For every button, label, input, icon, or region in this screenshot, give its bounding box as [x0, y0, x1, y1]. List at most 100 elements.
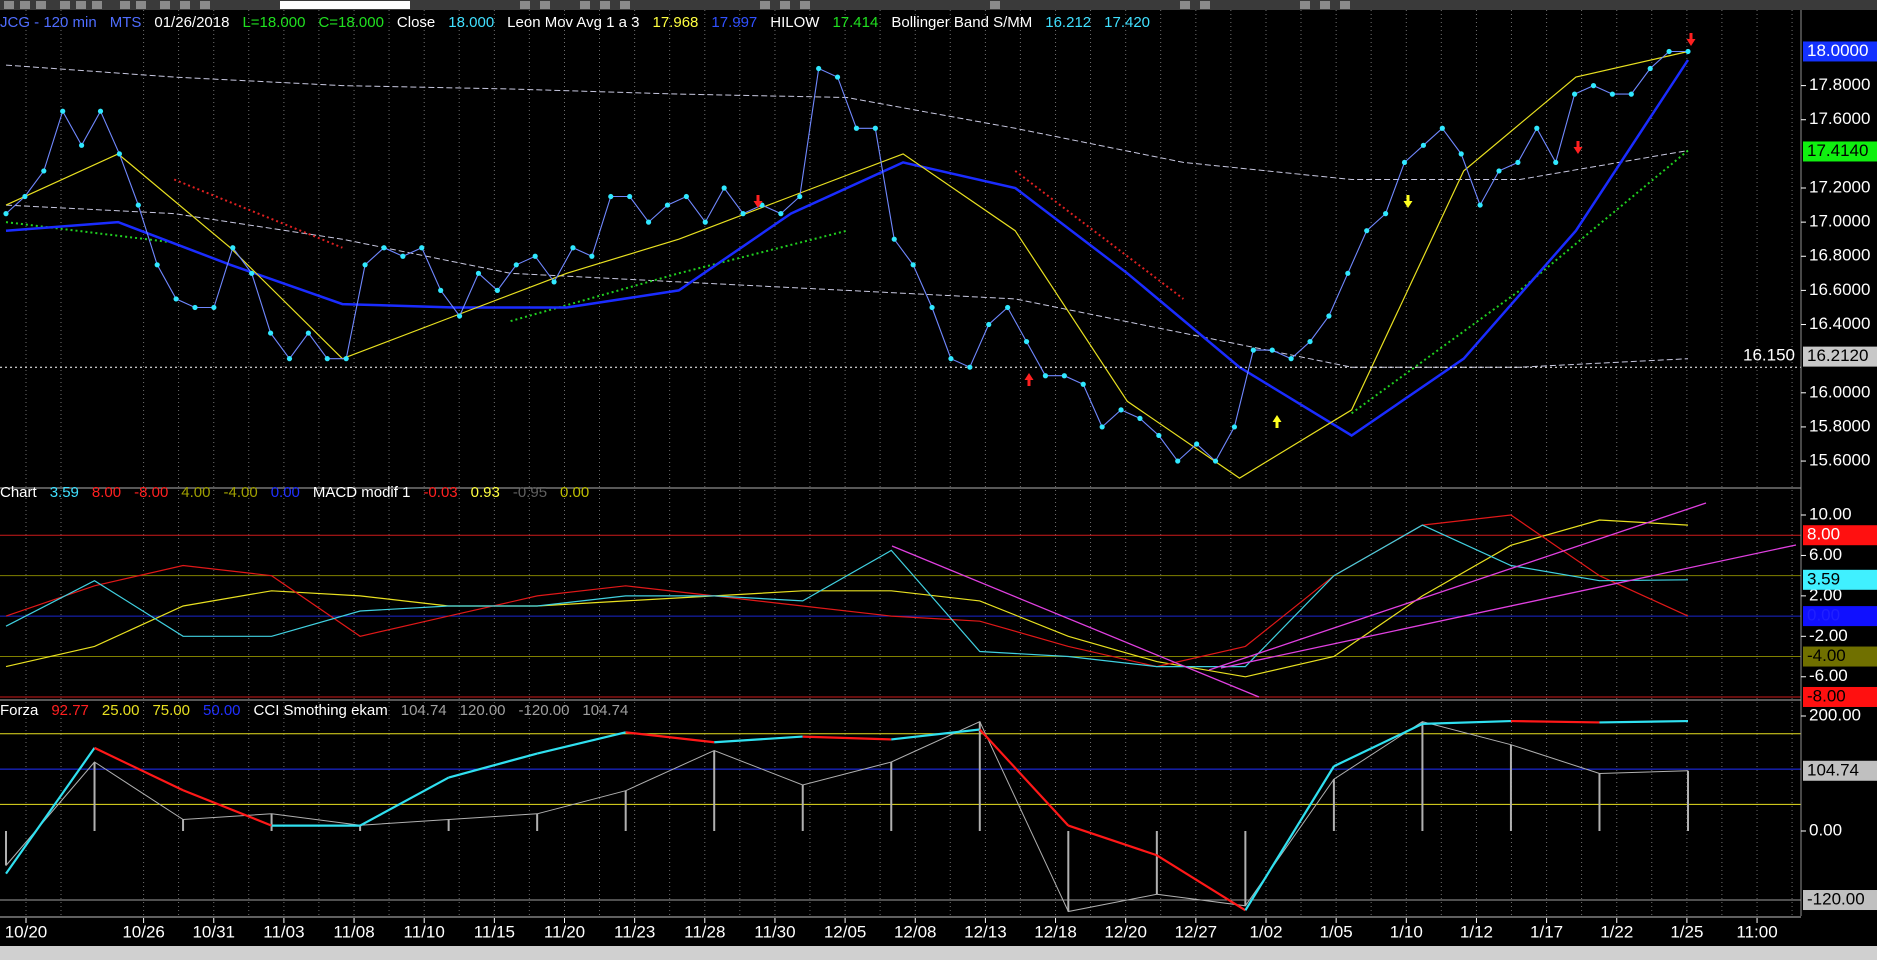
series-line	[5, 204, 1689, 368]
price-badge	[1803, 890, 1877, 911]
plots	[0, 48, 1801, 913]
toolbar-icons	[4, 1, 1350, 9]
y-tick-label: 0.00	[1809, 820, 1842, 839]
forza-segment	[359, 776, 450, 827]
close-point	[97, 108, 104, 114]
close-point	[948, 356, 954, 362]
legend-item: 4.00	[181, 484, 210, 501]
legend-item: C=18.000	[318, 14, 383, 31]
forza-segment	[1244, 765, 1335, 911]
close-point	[22, 193, 28, 200]
forza-segment	[802, 735, 892, 741]
legend-item: 0.93	[471, 484, 500, 501]
date-label: 1/17	[1530, 922, 1563, 941]
close-point	[929, 304, 935, 311]
close-point	[986, 321, 992, 328]
date-label: 11:00	[1736, 922, 1777, 941]
legend-item: -4.00	[224, 484, 258, 501]
close-point	[60, 108, 66, 114]
y-tick-label: 16.0000	[1809, 382, 1870, 401]
close-point	[1175, 458, 1181, 464]
date-label: 10/26	[122, 922, 165, 941]
toolbar	[0, 0, 1877, 10]
close-point	[1496, 168, 1502, 174]
legend-item: 25.00	[102, 702, 140, 719]
price-badge	[1803, 686, 1877, 707]
close-point	[1666, 48, 1672, 55]
y-tick-label: 200.00	[1809, 705, 1861, 724]
close-point	[1647, 65, 1653, 72]
legend-item: MACD modif 1	[313, 484, 411, 501]
legend-item: L=18.000	[242, 14, 305, 31]
close-point	[381, 245, 387, 251]
legend-item: 3.59	[50, 484, 79, 501]
forza-segment	[94, 746, 184, 792]
close-point	[1061, 373, 1067, 379]
close-point	[494, 287, 500, 293]
forza-segment	[1156, 854, 1246, 912]
y-tick-label: 15.8000	[1809, 416, 1870, 435]
signal-arrows	[753, 33, 1696, 428]
date-label: 10/20	[5, 922, 48, 941]
legend-item: 120.00	[460, 702, 506, 719]
legend-item: HILOW	[770, 14, 820, 31]
close-point	[41, 168, 47, 174]
price-badge	[1803, 141, 1877, 162]
close-point	[627, 193, 633, 200]
close-point	[551, 279, 557, 285]
close-point	[324, 356, 330, 362]
price-badge	[1803, 346, 1877, 367]
legend-item: 50.00	[203, 702, 241, 719]
date-label: 1/10	[1390, 922, 1423, 941]
series-line	[5, 519, 1689, 678]
date-label: 11/28	[684, 922, 725, 941]
close-point	[1364, 228, 1370, 234]
grid	[0, 10, 1877, 916]
close-point	[1685, 48, 1691, 55]
date-label: 12/13	[964, 922, 1007, 941]
legend-item: Bollinger Band S/MM	[891, 14, 1032, 31]
close-point	[249, 270, 255, 276]
legend-item: -0.03	[423, 484, 457, 501]
y-tick-label: -2.00	[1809, 626, 1848, 645]
price-badge	[1803, 606, 1877, 627]
forza-segment	[448, 752, 538, 779]
close-point	[1477, 202, 1483, 208]
close-point	[1307, 338, 1313, 345]
y-tick-label: 16.6000	[1809, 280, 1870, 299]
close-point	[608, 193, 614, 200]
date-label: 12/05	[824, 922, 867, 941]
date-label: 10/31	[192, 922, 235, 941]
forza-segment	[714, 735, 803, 744]
reference-label: 16.150	[1743, 346, 1795, 365]
close-point	[154, 262, 160, 268]
close-point	[778, 210, 784, 217]
close-point	[1553, 159, 1559, 166]
close-point	[362, 262, 368, 268]
date-label: 11/08	[333, 922, 374, 941]
legend-item: -0.95	[513, 484, 547, 501]
close-point	[1194, 441, 1200, 447]
legend-item: 17.997	[711, 14, 757, 31]
close-point	[1288, 356, 1294, 362]
date-label: 1/02	[1249, 922, 1282, 941]
price-badge-label: 104.74	[1807, 760, 1859, 779]
close-point	[1326, 313, 1332, 319]
date-label: 1/22	[1600, 922, 1633, 941]
legend-item: 17.968	[653, 14, 699, 31]
forza-segment	[1510, 719, 1600, 724]
price-badge	[1803, 525, 1877, 546]
y-tick-label: 2.00	[1809, 585, 1842, 604]
forza-segment	[1333, 722, 1423, 768]
close-point	[400, 253, 406, 259]
close-point	[78, 142, 85, 148]
close-point	[286, 356, 293, 362]
price-badge	[1803, 646, 1877, 667]
close-point	[305, 330, 311, 336]
forza-segment	[5, 747, 96, 875]
date-label: 12/20	[1104, 922, 1147, 941]
y-tick-label: 17.6000	[1809, 109, 1870, 128]
legend-item: 104.74	[582, 702, 628, 719]
close-point	[192, 304, 198, 311]
